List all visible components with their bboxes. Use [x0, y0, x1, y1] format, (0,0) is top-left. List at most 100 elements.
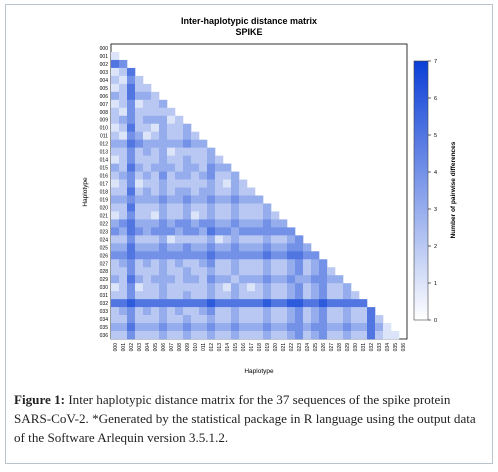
heatmap-cell-022-001 [119, 219, 128, 228]
heatmap-cell-030-004 [143, 283, 152, 292]
heatmap-cell-019-018 [255, 195, 264, 204]
heatmap-cell-027-017 [247, 259, 256, 268]
colorbar-label: Number of pairwise differences [450, 141, 457, 238]
heatmap-cell-024-017 [247, 235, 256, 244]
heatmap-cell-020-007 [167, 203, 176, 212]
heatmap-cell-005-003 [135, 83, 144, 93]
heatmap-cell-024-009 [183, 235, 192, 244]
heatmap-cell-011-004 [143, 131, 152, 140]
heatmap-cell-010-006 [159, 123, 168, 132]
heatmap-cell-025-004 [143, 243, 152, 252]
x-tick-label-004: 004 [145, 343, 151, 352]
heatmap-cell-028-016 [239, 267, 248, 276]
heatmap-cell-022-013 [215, 219, 224, 228]
heatmap-cell-009-005 [151, 115, 160, 125]
heatmap-cell-027-024 [303, 259, 312, 268]
heatmap-cell-019-002 [127, 195, 136, 204]
heatmap-cell-010-001 [119, 123, 128, 132]
heatmap-cell-027-012 [207, 259, 216, 268]
heatmap-cell-029-013 [215, 275, 224, 284]
heatmap-cell-032-024 [303, 299, 312, 308]
heatmap-cell-027-010 [191, 259, 200, 268]
heatmap-cell-026-003 [135, 251, 144, 260]
heatmap-cell-034-017 [247, 315, 256, 324]
heatmap-cell-012-007 [167, 139, 176, 148]
colorbar-tick-label-7: 7 [434, 59, 437, 65]
heatmap-cell-032-022 [287, 299, 296, 308]
heatmap-cell-034-018 [255, 315, 264, 324]
y-tick-label-011: 011 [100, 134, 108, 140]
heatmap-cell-032-027 [327, 299, 336, 308]
x-tick-label-024: 024 [305, 343, 311, 352]
heatmap-cell-014-000 [111, 155, 120, 164]
distance-matrix-chart: Inter-haplotypic distance matrix SPIKE 0… [82, 16, 457, 375]
heatmap-cell-032-016 [239, 299, 248, 308]
heatmap-cell-015-012 [207, 163, 216, 172]
heatmap-cell-022-009 [183, 219, 192, 228]
heatmap-cell-023-021 [279, 227, 288, 236]
heatmap-cell-026-018 [255, 251, 264, 260]
heatmap-cell-034-020 [271, 315, 280, 324]
x-tick-label-000: 000 [113, 343, 119, 352]
heatmap-cell-027-002 [127, 259, 136, 268]
heatmap-cell-016-014 [223, 171, 232, 180]
x-tick-label-023: 023 [297, 343, 303, 352]
heatmap-cell-028-004 [143, 267, 152, 276]
heatmap-cell-026-001 [119, 251, 128, 260]
heatmap-cell-014-003 [135, 155, 144, 164]
heatmap-cell-035-011 [199, 323, 208, 332]
heatmap-cell-022-012 [207, 219, 216, 228]
heatmap-cell-033-019 [263, 307, 272, 316]
heatmap-cell-001-000 [111, 51, 120, 61]
heatmap-cell-030-000 [111, 283, 120, 292]
heatmap-cell-030-022 [287, 283, 296, 292]
heatmap-cell-019-005 [151, 195, 160, 204]
heatmap-cell-031-026 [319, 291, 328, 300]
heatmap-cell-031-008 [175, 291, 184, 300]
x-tick-label-027: 027 [329, 343, 335, 352]
heatmap-cell-029-009 [183, 275, 192, 284]
heatmap-cell-029-020 [271, 275, 280, 284]
heatmap-cell-031-028 [335, 291, 344, 300]
heatmap-cell-014-013 [215, 155, 224, 164]
heatmap-cell-015-003 [135, 163, 144, 172]
heatmap-cell-024-011 [199, 235, 208, 244]
heatmap-cell-030-013 [215, 283, 224, 292]
heatmap-cell-036-003 [135, 331, 144, 340]
heatmap-cell-014-010 [191, 155, 200, 164]
heatmap-cell-021-016 [239, 211, 248, 220]
heatmap-cell-034-005 [151, 315, 160, 324]
heatmap-cell-030-028 [335, 283, 344, 292]
heatmap-cell-036-028 [335, 331, 344, 340]
heatmap-cell-021-001 [119, 211, 128, 220]
heatmap-cell-018-013 [215, 187, 224, 196]
heatmap-cell-029-003 [135, 275, 144, 284]
heatmap-cell-027-005 [151, 259, 160, 268]
heatmap-cell-024-019 [263, 235, 272, 244]
heatmap-cell-003-000 [111, 67, 120, 77]
heatmap-cell-030-024 [303, 283, 312, 292]
heatmap-cell-031-000 [111, 291, 120, 300]
heatmap-cell-011-002 [127, 131, 136, 140]
heatmap-cell-024-004 [143, 235, 152, 244]
heatmap-cell-033-015 [231, 307, 240, 316]
heatmap-cell-013-008 [175, 147, 184, 156]
heatmap-cell-034-007 [167, 315, 176, 324]
heatmap-cell-029-000 [111, 275, 120, 284]
heatmap-cell-007-004 [143, 99, 152, 109]
y-tick-label-019: 019 [100, 197, 109, 203]
heatmap-cell-035-031 [359, 323, 368, 332]
heatmap-cell-033-026 [319, 307, 328, 316]
heatmap-cell-033-001 [119, 307, 128, 316]
heatmap-cell-036-031 [359, 331, 368, 340]
heatmap-cell-023-013 [215, 227, 224, 236]
heatmap-cell-030-003 [135, 283, 144, 292]
x-tick-label-012: 012 [209, 343, 215, 352]
heatmap-cell-026-006 [159, 251, 168, 260]
heatmap-cell-032-012 [207, 299, 216, 308]
heatmap-cell-017-001 [119, 179, 128, 188]
heatmap-cell-020-000 [111, 203, 120, 212]
heatmap-cell-030-016 [239, 283, 248, 292]
x-tick-label-036: 036 [401, 343, 407, 352]
y-tick-label-015: 015 [100, 166, 109, 172]
